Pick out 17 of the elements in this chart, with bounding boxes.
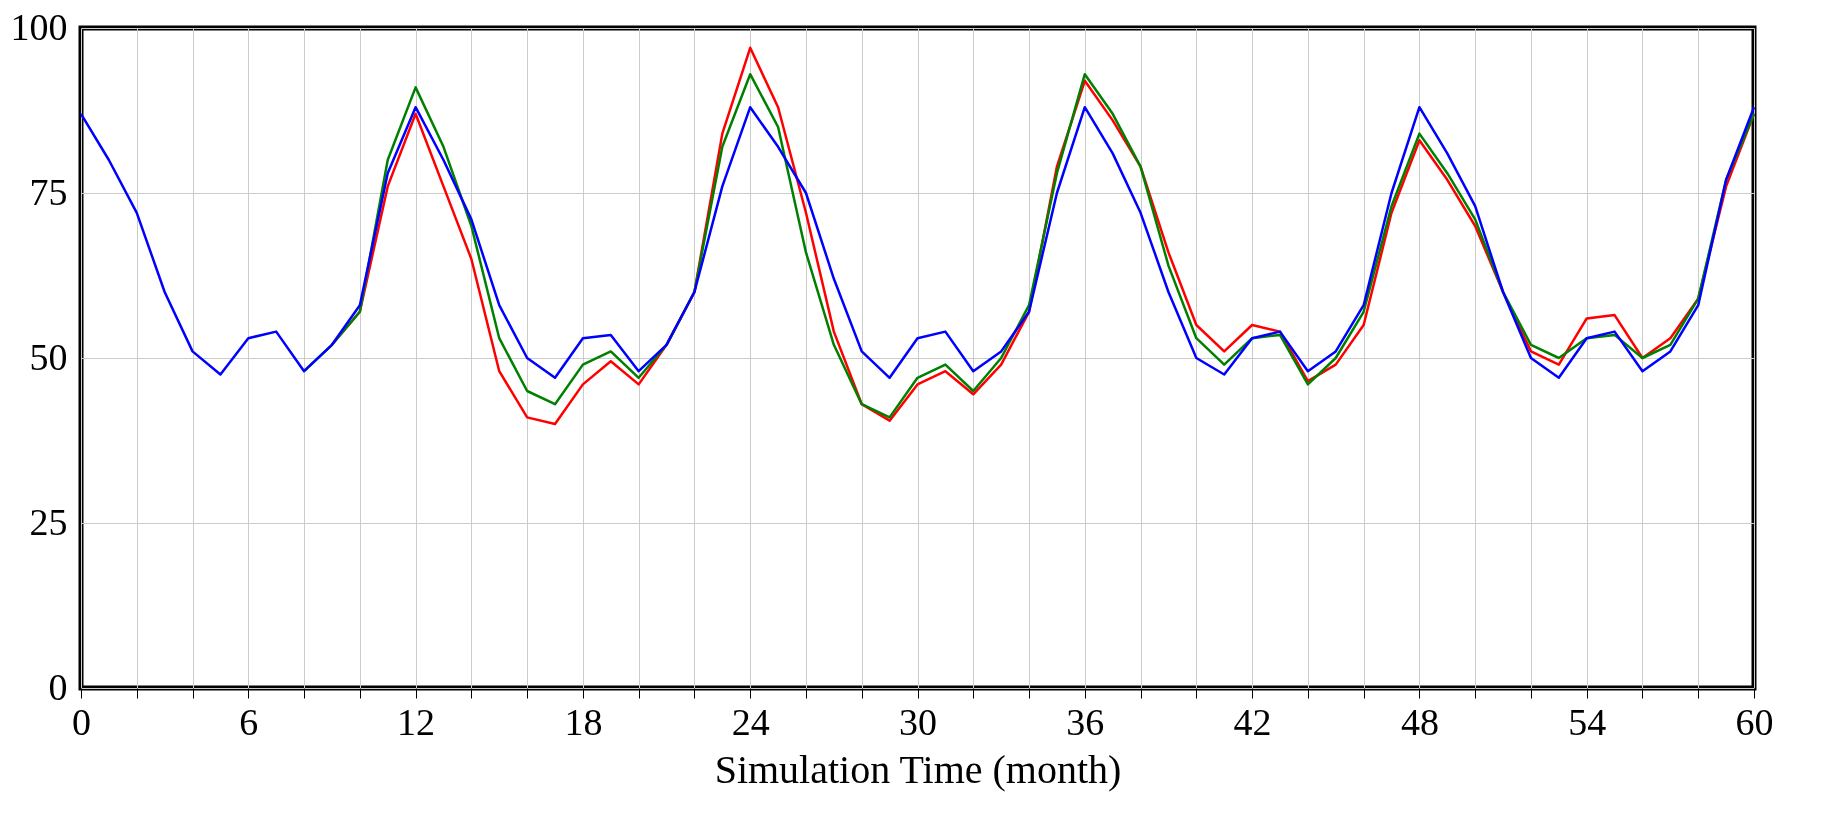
x-tick-label: 48	[1400, 700, 1439, 743]
y-tick-label: 25	[29, 500, 68, 543]
y-tick-label: 0	[48, 665, 68, 708]
y-tick-label: 100	[10, 5, 68, 48]
x-tick-label: 12	[397, 700, 436, 743]
x-tick-label: 6	[239, 700, 259, 743]
line-series	[79, 105, 1756, 380]
x-tick-label: 30	[899, 700, 937, 743]
x-axis-title: Simulation Time (month)	[714, 746, 1122, 792]
x-tick-label: 24	[731, 700, 770, 743]
x-tick-label: 36	[1066, 700, 1105, 743]
y-tick-label: 50	[29, 335, 68, 378]
y-tick-label: 75	[29, 170, 68, 213]
x-tick-label: 18	[564, 700, 603, 743]
x-tick-label: 60	[1735, 700, 1774, 743]
x-tick-label: 54	[1568, 700, 1607, 743]
x-tick-label: 42	[1233, 700, 1272, 743]
